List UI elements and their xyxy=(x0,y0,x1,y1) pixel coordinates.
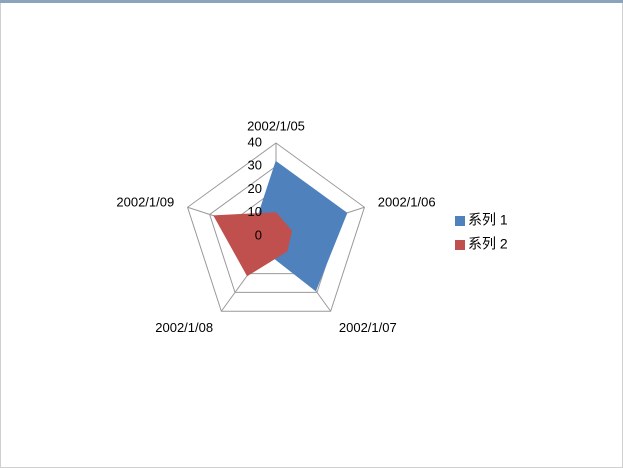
r-tick-label: 30 xyxy=(248,158,262,173)
legend-label: 系列 2 xyxy=(468,236,508,252)
legend-swatch xyxy=(455,216,465,226)
legend-swatch xyxy=(455,240,465,250)
category-label: 2002/1/07 xyxy=(339,320,397,335)
r-tick-label: 40 xyxy=(248,134,262,149)
category-label: 2002/1/09 xyxy=(116,194,174,209)
grid-ring xyxy=(186,142,366,312)
r-tick-label: 20 xyxy=(248,181,262,196)
r-tick-label: 0 xyxy=(255,227,262,242)
radar-area xyxy=(213,212,293,277)
category-label: 2002/1/08 xyxy=(155,320,213,335)
legend-label: 系列 1 xyxy=(468,212,508,228)
category-label: 2002/1/05 xyxy=(247,118,305,133)
category-label: 2002/1/06 xyxy=(378,194,436,209)
r-tick-label: 10 xyxy=(248,204,262,219)
plots xyxy=(213,160,348,292)
